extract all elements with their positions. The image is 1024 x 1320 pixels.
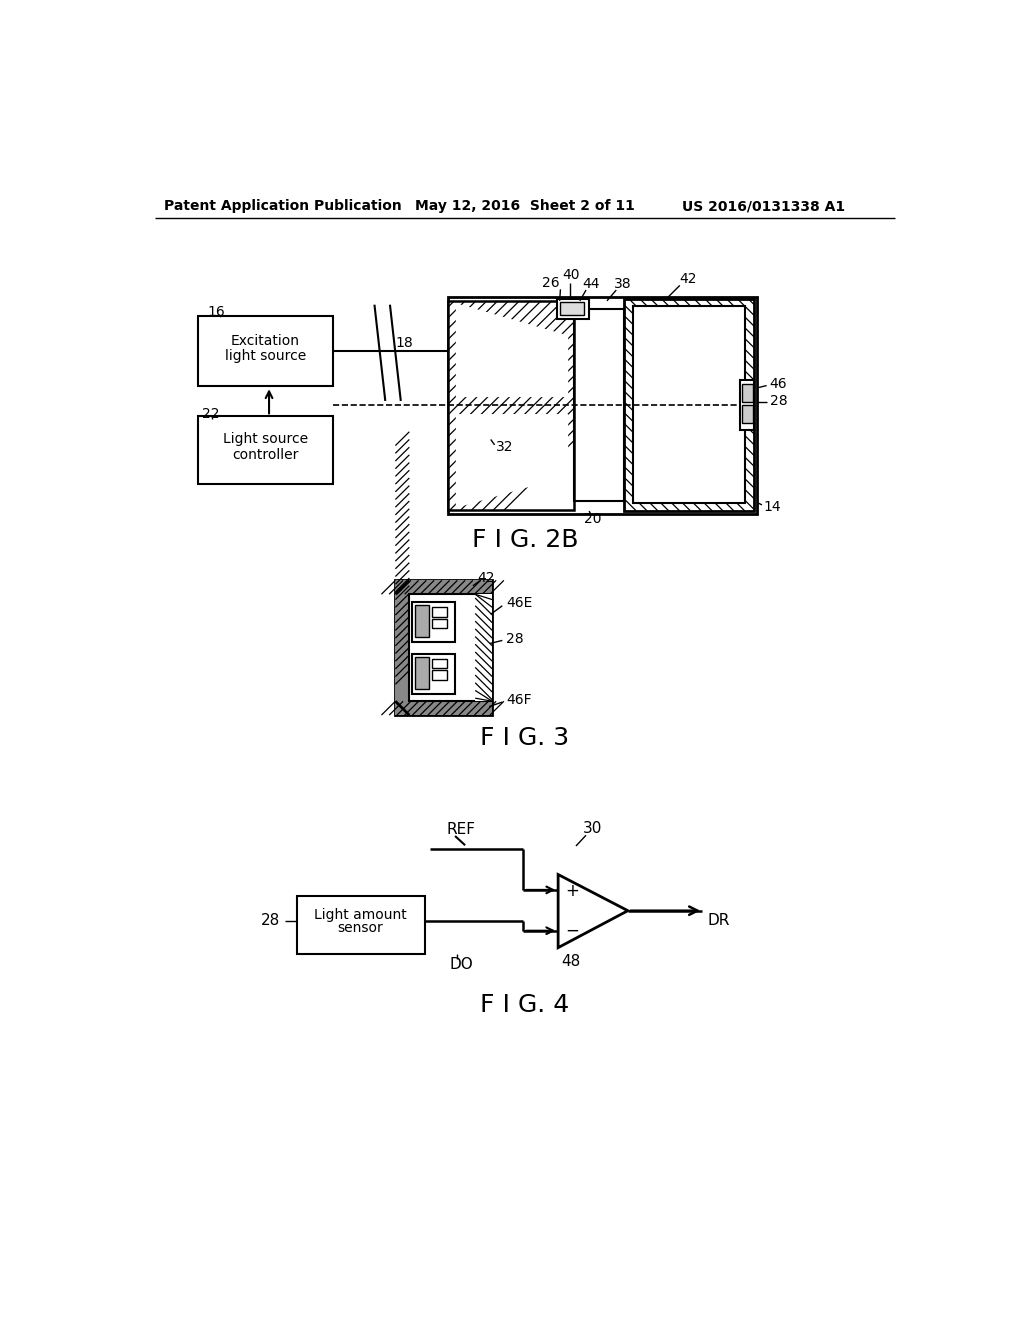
Polygon shape [456, 414, 568, 508]
Bar [395, 581, 493, 715]
Text: 28: 28 [261, 913, 280, 928]
Text: DO: DO [450, 957, 473, 972]
Text: Light amount: Light amount [314, 908, 407, 923]
Text: 48: 48 [562, 954, 581, 969]
Text: 20: 20 [585, 512, 602, 525]
Text: 46F: 46F [506, 693, 531, 706]
Text: Excitation: Excitation [230, 334, 300, 348]
Bar [410, 594, 493, 701]
Bar [449, 301, 573, 511]
Bar [413, 653, 455, 693]
Text: 28: 28 [770, 393, 787, 408]
Text: +: + [565, 883, 579, 900]
Text: 30: 30 [584, 821, 603, 836]
Text: 46: 46 [770, 378, 787, 391]
Text: REF: REF [446, 822, 476, 837]
Text: 14: 14 [764, 500, 781, 515]
Text: 42: 42 [680, 272, 697, 286]
Bar [741, 384, 753, 401]
Bar [449, 297, 757, 515]
Text: 22: 22 [202, 407, 219, 421]
Text: F I G. 2B: F I G. 2B [471, 528, 579, 552]
Bar [395, 701, 493, 715]
Text: 26: 26 [543, 276, 560, 290]
Text: 46E: 46E [506, 597, 532, 610]
Text: 44: 44 [583, 277, 600, 290]
Bar [624, 298, 755, 511]
Bar [740, 380, 755, 430]
Text: light source: light source [224, 350, 306, 363]
Text: US 2016/0131338 A1: US 2016/0131338 A1 [682, 199, 845, 213]
Bar [297, 896, 425, 954]
Bar [415, 656, 429, 689]
Bar [624, 298, 755, 511]
Text: 38: 38 [613, 277, 631, 290]
Text: F I G. 4: F I G. 4 [480, 994, 569, 1018]
Text: Light source: Light source [222, 433, 308, 446]
Bar [395, 581, 493, 594]
Bar [413, 602, 455, 642]
Text: 28: 28 [506, 632, 524, 645]
Text: 18: 18 [395, 337, 413, 350]
Text: controller: controller [232, 447, 298, 462]
Bar [741, 405, 753, 422]
Bar [432, 619, 447, 628]
Text: 42: 42 [477, 572, 495, 585]
Text: F I G. 3: F I G. 3 [480, 726, 569, 750]
Text: May 12, 2016  Sheet 2 of 11: May 12, 2016 Sheet 2 of 11 [415, 199, 635, 213]
Text: DR: DR [708, 913, 730, 928]
Text: 32: 32 [496, 440, 514, 454]
Bar [475, 594, 493, 701]
Bar [198, 317, 334, 385]
Text: sensor: sensor [338, 921, 383, 936]
Bar [449, 301, 573, 511]
Polygon shape [456, 304, 568, 397]
Text: 16: 16 [207, 305, 225, 319]
Bar [560, 302, 584, 315]
Bar [432, 659, 447, 668]
Polygon shape [558, 874, 628, 948]
Text: Patent Application Publication: Patent Application Publication [164, 199, 401, 213]
Bar [415, 605, 429, 638]
Bar [633, 306, 744, 503]
Bar [573, 309, 624, 502]
Text: 40: 40 [562, 268, 580, 282]
Bar [395, 581, 410, 715]
Bar [432, 607, 447, 616]
Bar [432, 671, 447, 680]
Text: −: − [565, 921, 579, 940]
Bar [198, 416, 334, 484]
Bar [557, 300, 589, 318]
